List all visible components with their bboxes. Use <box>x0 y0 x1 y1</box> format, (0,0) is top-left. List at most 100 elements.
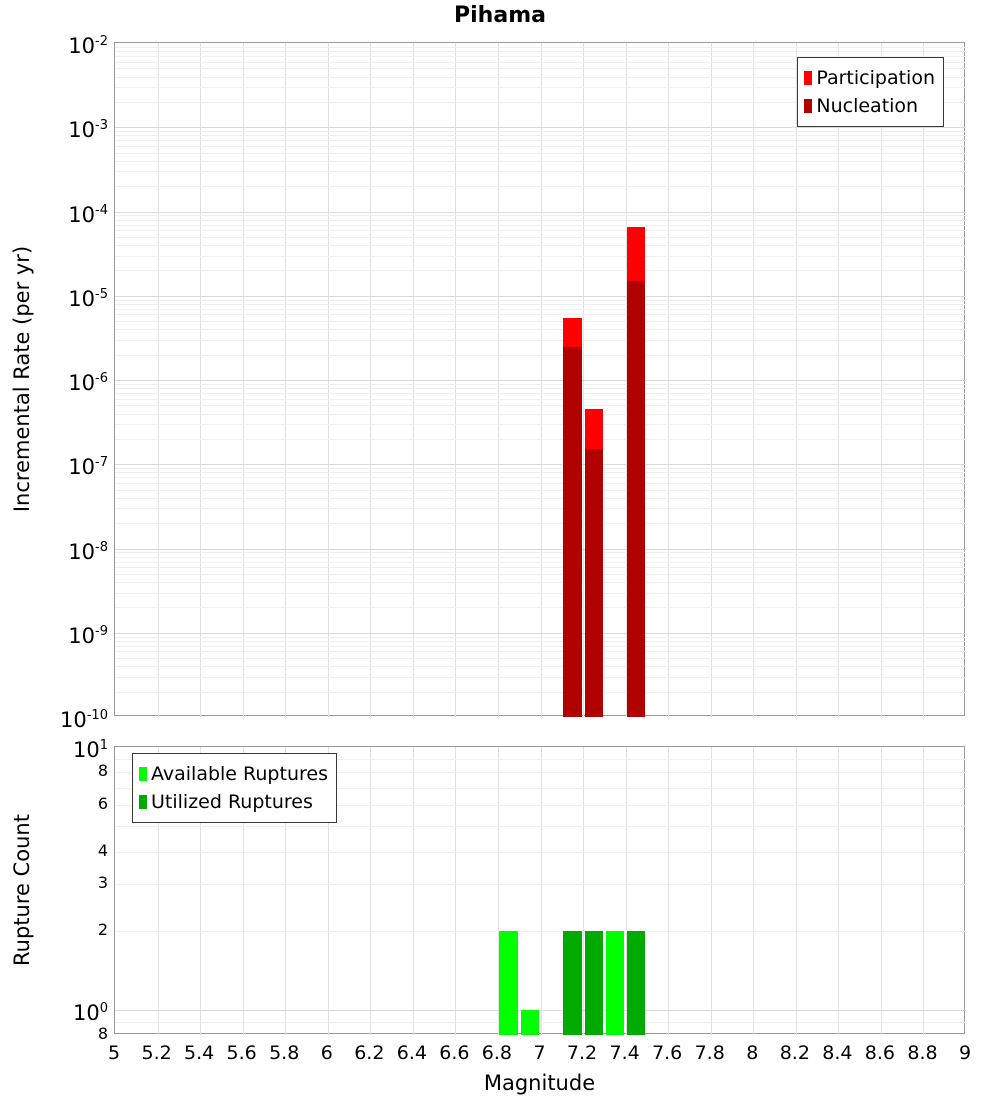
y-tick-exponent: -8 <box>95 539 108 555</box>
vertical-gridline <box>625 747 627 1035</box>
y-tick-label: 10-4 <box>68 202 108 227</box>
bar-utilized-ruptures <box>563 930 582 1035</box>
utilized-ruptures-marker-icon <box>139 795 147 809</box>
legend-label: Available Ruptures <box>151 763 328 785</box>
y-minor-tick-label: 4 <box>97 840 108 860</box>
minor-gridline <box>115 398 966 400</box>
x-tick-label: 5.6 <box>226 1042 257 1064</box>
vertical-gridline <box>668 747 670 1035</box>
x-tick-label: 7.6 <box>651 1042 683 1064</box>
vertical-gridline <box>710 747 712 1035</box>
y-tick-exponent: 0 <box>99 1000 108 1016</box>
minor-gridline <box>115 224 966 226</box>
major-gridline <box>115 127 966 129</box>
legend-entry-nucleation: Nucleation <box>804 92 935 120</box>
minor-gridline <box>115 405 966 407</box>
minor-gridline <box>115 61 966 63</box>
x-tick-label: 5.8 <box>269 1042 300 1064</box>
x-tick-label: 8.6 <box>864 1042 895 1064</box>
minor-gridline <box>115 573 966 575</box>
minor-gridline <box>115 329 966 331</box>
x-tick-label: 6.8 <box>481 1042 512 1064</box>
bar-nucleation <box>563 346 582 717</box>
minor-gridline <box>115 308 966 310</box>
minor-gridline <box>115 393 966 395</box>
minor-gridline <box>115 299 966 301</box>
minor-gridline <box>115 424 966 426</box>
x-tick-label: 5.2 <box>141 1042 172 1064</box>
vertical-gridline <box>455 747 457 1035</box>
legend-entry-utilized-ruptures: Utilized Ruptures <box>139 788 328 816</box>
minor-gridline <box>115 255 966 257</box>
major-gridline <box>115 632 966 634</box>
available-ruptures-marker-icon <box>139 767 147 781</box>
x-tick-label: 6.2 <box>354 1042 385 1064</box>
nucleation-marker-icon <box>804 99 813 113</box>
minor-gridline <box>115 759 966 760</box>
y-minor-tick-label: 8 <box>97 1024 108 1043</box>
minor-gridline <box>115 691 966 693</box>
minor-gridline <box>115 219 966 221</box>
x-tick-label: 5.4 <box>183 1042 215 1064</box>
minor-gridline <box>115 314 966 316</box>
minor-gridline <box>115 339 966 341</box>
minor-gridline <box>115 851 966 853</box>
bar-nucleation <box>584 449 603 717</box>
minor-gridline <box>115 1021 966 1023</box>
bar-utilized-ruptures <box>584 930 603 1035</box>
x-tick-label: 8 <box>746 1042 759 1064</box>
major-gridline <box>115 1009 966 1011</box>
minor-gridline <box>115 787 966 789</box>
minor-gridline <box>115 826 966 827</box>
minor-gridline <box>115 523 966 525</box>
minor-gridline <box>115 567 966 569</box>
minor-gridline <box>115 230 966 232</box>
minor-gridline <box>115 303 966 305</box>
y-tick-label: 101 <box>72 738 108 762</box>
minor-gridline <box>115 651 966 653</box>
minor-gridline <box>115 930 966 932</box>
y-tick-label: 10-8 <box>68 539 108 564</box>
bar-available-ruptures <box>605 930 625 1035</box>
minor-gridline <box>115 666 966 668</box>
y-tick-exponent: 1 <box>99 738 108 753</box>
vertical-gridline <box>540 747 542 1035</box>
x-tick-label: 7.4 <box>609 1042 640 1064</box>
minor-gridline <box>115 805 966 807</box>
vertical-gridline <box>583 747 585 1035</box>
minor-gridline <box>115 645 966 647</box>
minor-gridline <box>115 561 966 563</box>
x-tick-label: 5 <box>107 1042 121 1064</box>
minor-gridline <box>115 472 966 474</box>
minor-gridline <box>115 56 966 58</box>
minor-gridline <box>115 556 966 558</box>
y-tick-label: 10-6 <box>68 371 108 395</box>
legend-label: Nucleation <box>816 95 919 117</box>
minor-gridline <box>115 145 966 147</box>
vertical-gridline <box>838 747 840 1035</box>
x-tick-label: 7 <box>533 1042 546 1064</box>
minor-gridline <box>115 135 966 137</box>
vertical-gridline <box>753 747 755 1035</box>
minor-gridline <box>115 215 966 217</box>
minor-gridline <box>115 186 966 188</box>
minor-gridline <box>115 640 966 642</box>
legend: Participation Nucleation <box>797 57 944 127</box>
minor-gridline <box>115 131 966 133</box>
minor-gridline <box>115 477 966 479</box>
x-tick-label: 7.2 <box>566 1042 598 1064</box>
minor-gridline <box>115 101 966 103</box>
minor-gridline <box>115 438 966 440</box>
legend: Available Ruptures Utilized Ruptures <box>132 753 337 823</box>
minor-gridline <box>115 676 966 678</box>
y-tick-exponent: -3 <box>95 118 108 134</box>
minor-gridline <box>115 236 966 238</box>
x-tick-label: 7.8 <box>694 1042 725 1064</box>
vertical-gridline <box>285 747 287 1035</box>
x-tick-label: 6.4 <box>396 1042 427 1064</box>
bar-available-ruptures <box>520 1009 539 1035</box>
minor-gridline <box>115 489 966 491</box>
y-tick-label: 10-10 <box>60 708 108 732</box>
minor-gridline <box>115 76 966 78</box>
